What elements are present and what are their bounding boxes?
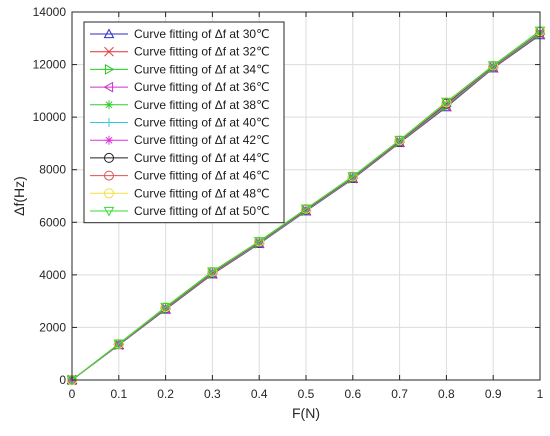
legend-entry: Curve fitting of Δf at 36℃ [90, 80, 270, 94]
legend-entry: Curve fitting of Δf at 38℃ [90, 98, 270, 112]
legend-label: Curve fitting of Δf at 36℃ [134, 80, 270, 94]
tick-layer [71, 11, 541, 381]
x-tick-label: 0.9 [485, 387, 502, 401]
legend: Curve fitting of Δf at 30℃ Curve fitting … [83, 21, 285, 224]
y-tick-label: 10000 [33, 110, 67, 124]
legend-swatch-marker [104, 118, 114, 127]
legend-entry: Curve fitting of Δf at 34℃ [90, 62, 270, 76]
legend-entry: Curve fitting of Δf at 46℃ [90, 169, 270, 183]
series-10 [66, 26, 546, 386]
legend-entry: Curve fitting of Δf at 48℃ [90, 186, 270, 200]
legend-label: Curve fitting of Δf at 48℃ [134, 186, 270, 200]
data-point [207, 267, 218, 277]
data-point [160, 302, 171, 313]
data-point [394, 135, 405, 146]
legend-swatch-marker [103, 28, 115, 39]
y-tick-label: 0 [59, 373, 66, 387]
y-tick-label: 4000 [39, 268, 66, 282]
legend-swatch-marker [104, 170, 114, 181]
legend-entry: Curve fitting of Δf at 32℃ [90, 45, 270, 59]
legend-entry: Curve fitting of Δf at 40℃ [90, 116, 270, 130]
x-tick-label: 0.4 [251, 387, 268, 401]
legend-entry: Curve fitting of Δf at 30℃ [90, 27, 270, 41]
x-tick-label: 0.3 [204, 387, 221, 401]
legend-entry: Curve fitting of Δf at 44℃ [90, 151, 270, 165]
data-point [487, 61, 499, 71]
x-tick-label: 0.6 [344, 387, 361, 401]
y-axis-title: Δf(Hz) [11, 176, 27, 216]
legend-entry: Curve fitting of Δf at 50℃ [90, 204, 270, 218]
legend-swatch-marker [104, 100, 114, 110]
y-tick-labels: 0 2000 4000 6000 8000 10000 12000 14000 [33, 5, 67, 387]
y-tick-label: 6000 [39, 215, 66, 229]
legend-swatch-marker [104, 46, 114, 57]
x-tick-label: 0.5 [298, 387, 315, 401]
legend-label: Curve fitting of Δf at 40℃ [134, 116, 270, 130]
x-tick-label: 0 [69, 387, 76, 401]
y-tick-label: 8000 [39, 163, 66, 177]
data-point [347, 172, 359, 182]
legend-swatch-marker [104, 135, 114, 145]
legend-label: Curve fitting of Δf at 50℃ [134, 204, 270, 218]
data-point [253, 237, 265, 247]
legend-swatch-marker [104, 152, 114, 163]
legend-label: Curve fitting of Δf at 42℃ [134, 133, 270, 147]
legend-label: Curve fitting of Δf at 30℃ [134, 27, 270, 41]
x-tick-label: 0.8 [438, 387, 455, 401]
x-tick-label: 1 [537, 387, 544, 401]
legend-label: Curve fitting of Δf at 44℃ [134, 151, 270, 165]
legend-label: Curve fitting of Δf at 32℃ [134, 45, 270, 59]
data-point [300, 204, 312, 215]
x-tick-label: 0.7 [391, 387, 408, 401]
legend-entry: Curve fitting of Δf at 42℃ [90, 133, 270, 147]
legend-label: Curve fitting of Δf at 38℃ [134, 98, 270, 112]
series-layer [66, 26, 546, 386]
y-tick-label: 2000 [39, 320, 66, 334]
data-point [441, 97, 452, 108]
x-tick-label: 0.1 [110, 387, 127, 401]
series-line [71, 30, 541, 381]
legend-swatch-marker [104, 64, 115, 75]
x-tick-label: 0.2 [157, 387, 174, 401]
y-tick-label: 12000 [33, 58, 67, 72]
legend-label: Curve fitting of Δf at 46℃ [134, 169, 270, 183]
x-axis-title: F(N) [292, 405, 320, 421]
legend-swatch-marker [103, 206, 115, 217]
legend-label: Curve fitting of Δf at 34℃ [134, 62, 270, 76]
legend-swatch-marker [104, 188, 114, 199]
x-tick-labels: 0 0.1 0.2 0.3 0.4 0.5 0.6 0.7 0.8 0.9 1 [69, 387, 544, 401]
legend-swatch-marker [103, 81, 114, 93]
y-tick-label: 14000 [33, 5, 67, 19]
data-point [113, 339, 125, 350]
